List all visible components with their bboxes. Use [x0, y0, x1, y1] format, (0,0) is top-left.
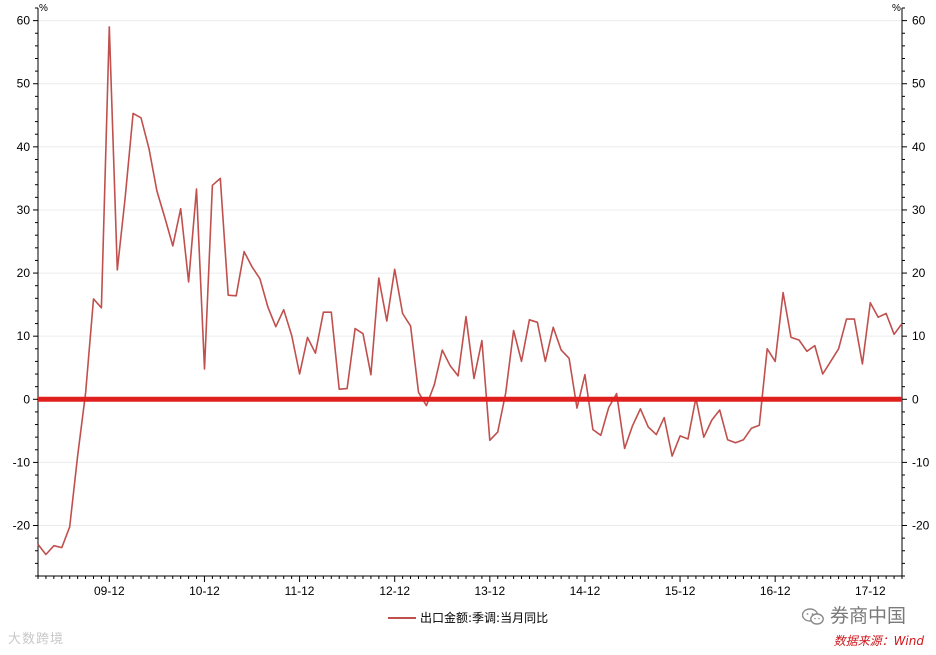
x-tick-label: 15-12 [665, 584, 696, 598]
legend: 出口金额:季调:当月同比 [388, 610, 548, 625]
y-tick-label-right: 30 [912, 203, 926, 217]
watermark-left: 大数跨境 [8, 628, 64, 647]
y-tick-label-left: 40 [17, 140, 31, 154]
watermark-right: 券商中国 [801, 601, 906, 628]
axes [37, 8, 903, 577]
y-tick-label-left: 0 [23, 392, 30, 406]
watermark-right-text: 券商中国 [829, 605, 906, 627]
series-layer [37, 26, 903, 556]
x-tick-label: 14-12 [570, 584, 601, 598]
y-axis-left-ticks: -20 -10 0 10 20 30 40 50 60 [13, 7, 38, 577]
y-axis-left-unit: % [39, 3, 48, 14]
legend-label: 出口金额:季调:当月同比 [420, 610, 548, 625]
y-tick-label-right: 0 [912, 392, 919, 406]
y-tick-label-left: -10 [13, 455, 31, 469]
x-tick-label: 12-12 [379, 584, 410, 598]
x-tick-label: 11-12 [285, 584, 315, 598]
grid-lines [38, 20, 902, 527]
y-tick-label-left: 20 [17, 266, 31, 280]
x-axis-ticks: 09-12 10-12 11-12 12-12 13-12 14-12 15-12 16-12… [37, 576, 903, 598]
y-tick-label-right: 20 [912, 266, 926, 280]
y-tick-label-right: 50 [912, 77, 926, 91]
x-tick-label: 13-12 [474, 584, 505, 598]
y-tick-label-right: 10 [912, 329, 926, 343]
x-tick-label: 16-12 [760, 584, 791, 598]
y-tick-label-left: 60 [17, 14, 31, 28]
series-line-export-yoy [37, 26, 903, 556]
y-axis-right-ticks: -20 -10 0 10 20 30 40 50 60 [902, 7, 930, 577]
y-tick-label-right: 60 [912, 14, 926, 28]
y-tick-label-right: -20 [912, 519, 930, 533]
y-tick-label-left: -20 [13, 519, 31, 533]
watermark-left-text: 大数跨境 [8, 632, 65, 647]
y-tick-label-right: -10 [912, 455, 930, 469]
x-tick-label: 09-12 [94, 584, 125, 598]
x-tick-label: 17-12 [855, 584, 886, 598]
wechat-icon [801, 607, 824, 625]
y-tick-label-left: 30 [17, 203, 31, 217]
y-tick-label-right: 40 [912, 140, 926, 154]
y-axis-right-unit: % [892, 3, 901, 14]
x-tick-label: 10-12 [189, 584, 220, 598]
y-tick-label-left: 10 [17, 329, 31, 343]
y-tick-label-left: 50 [17, 77, 31, 91]
source-note: 数据来源：Wind [833, 634, 924, 648]
